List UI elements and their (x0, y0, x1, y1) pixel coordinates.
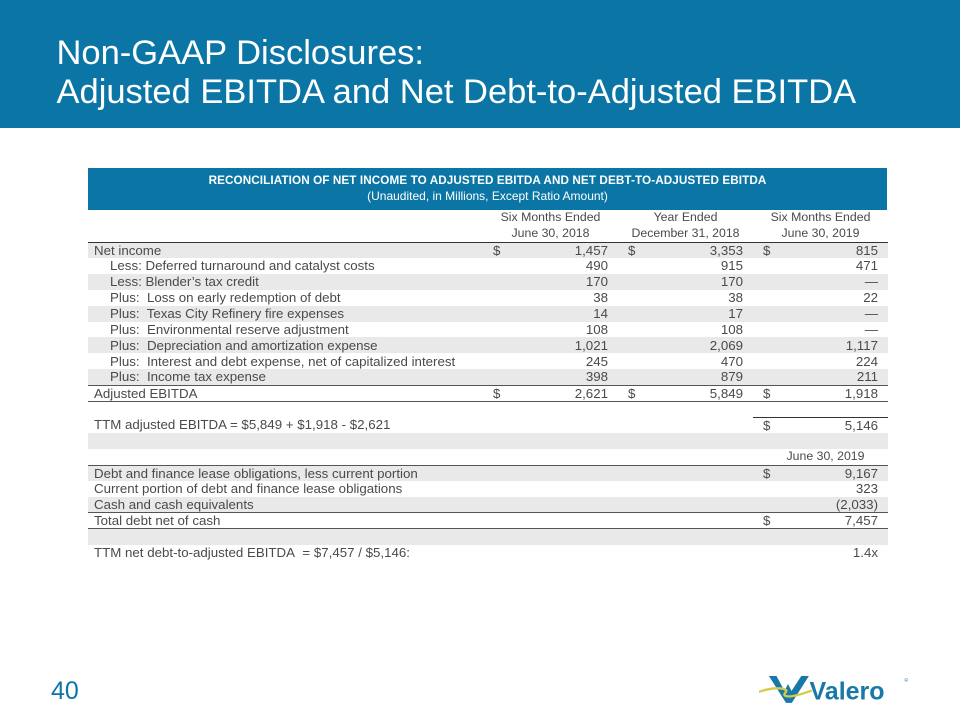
svg-text:Valero: Valero (809, 678, 884, 704)
svg-text:R: R (905, 680, 907, 682)
